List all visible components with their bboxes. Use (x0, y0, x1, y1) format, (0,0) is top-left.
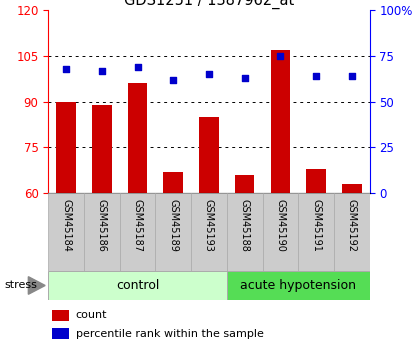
Bar (334, 193, 370, 271)
Bar (52, 310, 69, 321)
Text: GSM45193: GSM45193 (204, 199, 214, 252)
Bar (270, 50, 290, 193)
Text: GSM45187: GSM45187 (133, 199, 142, 253)
Text: GSM45190: GSM45190 (276, 199, 285, 252)
Point (134, 64, 141, 70)
Text: count: count (76, 310, 107, 321)
Point (241, 75, 248, 81)
Bar (52, 328, 69, 339)
Bar (92, 105, 112, 193)
Bar (155, 193, 191, 271)
Text: stress: stress (4, 280, 37, 290)
Text: GSM45188: GSM45188 (240, 199, 249, 252)
Bar (191, 193, 227, 271)
Bar (227, 193, 262, 271)
Bar (163, 172, 183, 193)
Text: GSM45189: GSM45189 (168, 199, 178, 252)
Title: GDS1251 / 1387962_at: GDS1251 / 1387962_at (124, 0, 294, 9)
Point (98, 68, 105, 73)
Text: acute hypotension: acute hypotension (240, 279, 356, 292)
Bar (120, 193, 155, 271)
Bar (298, 193, 334, 271)
Bar (235, 175, 255, 193)
Bar (342, 184, 362, 193)
Point (277, 53, 284, 59)
Point (170, 77, 177, 82)
Bar (48, 193, 84, 271)
Text: GSM45186: GSM45186 (97, 199, 107, 252)
Bar (306, 169, 326, 193)
Bar (227, 271, 370, 300)
Bar (48, 271, 227, 300)
Polygon shape (29, 277, 45, 294)
Bar (84, 193, 120, 271)
Point (349, 73, 355, 79)
Text: GSM45192: GSM45192 (347, 199, 357, 253)
Bar (262, 193, 298, 271)
Text: GSM45184: GSM45184 (61, 199, 71, 252)
Bar (199, 117, 219, 193)
Text: control: control (116, 279, 159, 292)
Text: percentile rank within the sample: percentile rank within the sample (76, 328, 263, 338)
Point (206, 71, 212, 77)
Point (312, 73, 319, 79)
Bar (128, 83, 147, 193)
Text: GSM45191: GSM45191 (311, 199, 321, 252)
Point (63, 66, 70, 72)
Bar (56, 102, 76, 193)
